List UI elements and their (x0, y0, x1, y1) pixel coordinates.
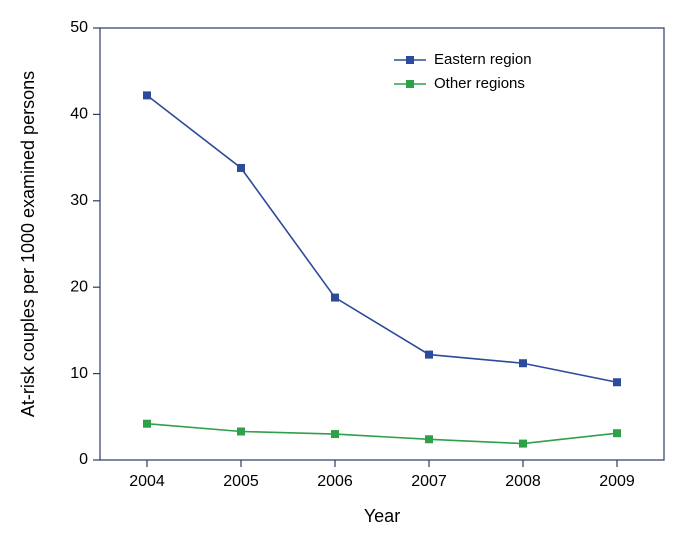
series-marker-0 (613, 378, 621, 386)
y-tick-label: 40 (70, 106, 88, 123)
series-marker-0 (143, 91, 151, 99)
series-marker-1 (331, 430, 339, 438)
series-marker-0 (237, 164, 245, 172)
y-tick-label: 50 (70, 19, 88, 36)
y-tick-label: 20 (70, 278, 88, 295)
series-line-1 (147, 424, 617, 444)
x-tick-label: 2004 (129, 473, 165, 490)
line-chart: 0 10 20 30 40 50 2004 2005 2006 2007 2008 2009 Year A… (0, 0, 694, 556)
series-marker-1 (519, 440, 527, 448)
series-marker-0 (331, 294, 339, 302)
plot-border (100, 28, 664, 460)
x-tick-label: 2005 (223, 473, 259, 490)
x-tick-label: 2009 (599, 473, 635, 490)
series-marker-1 (613, 429, 621, 437)
y-tick-label: 10 (70, 365, 88, 382)
legend-label: Other regions (434, 75, 525, 92)
series-marker-1 (143, 420, 151, 428)
legend-swatch (406, 56, 414, 64)
series-line-0 (147, 95, 617, 382)
series-marker-1 (237, 427, 245, 435)
x-tick-label: 2007 (411, 473, 447, 490)
y-tick-label: 30 (70, 192, 88, 209)
x-tick-label: 2006 (317, 473, 353, 490)
chart-container: 0 10 20 30 40 50 2004 2005 2006 2007 2008 2009 Year A… (0, 0, 694, 556)
legend-label: Eastern region (434, 51, 532, 68)
series-marker-0 (519, 359, 527, 367)
x-tick-label: 2008 (505, 473, 541, 490)
legend-swatch (406, 80, 414, 88)
x-axis-label: Year (364, 506, 400, 526)
series-marker-0 (425, 351, 433, 359)
y-axis-label: At-risk couples per 1000 examined person… (18, 71, 38, 417)
y-tick-label: 0 (79, 451, 88, 468)
series-marker-1 (425, 435, 433, 443)
